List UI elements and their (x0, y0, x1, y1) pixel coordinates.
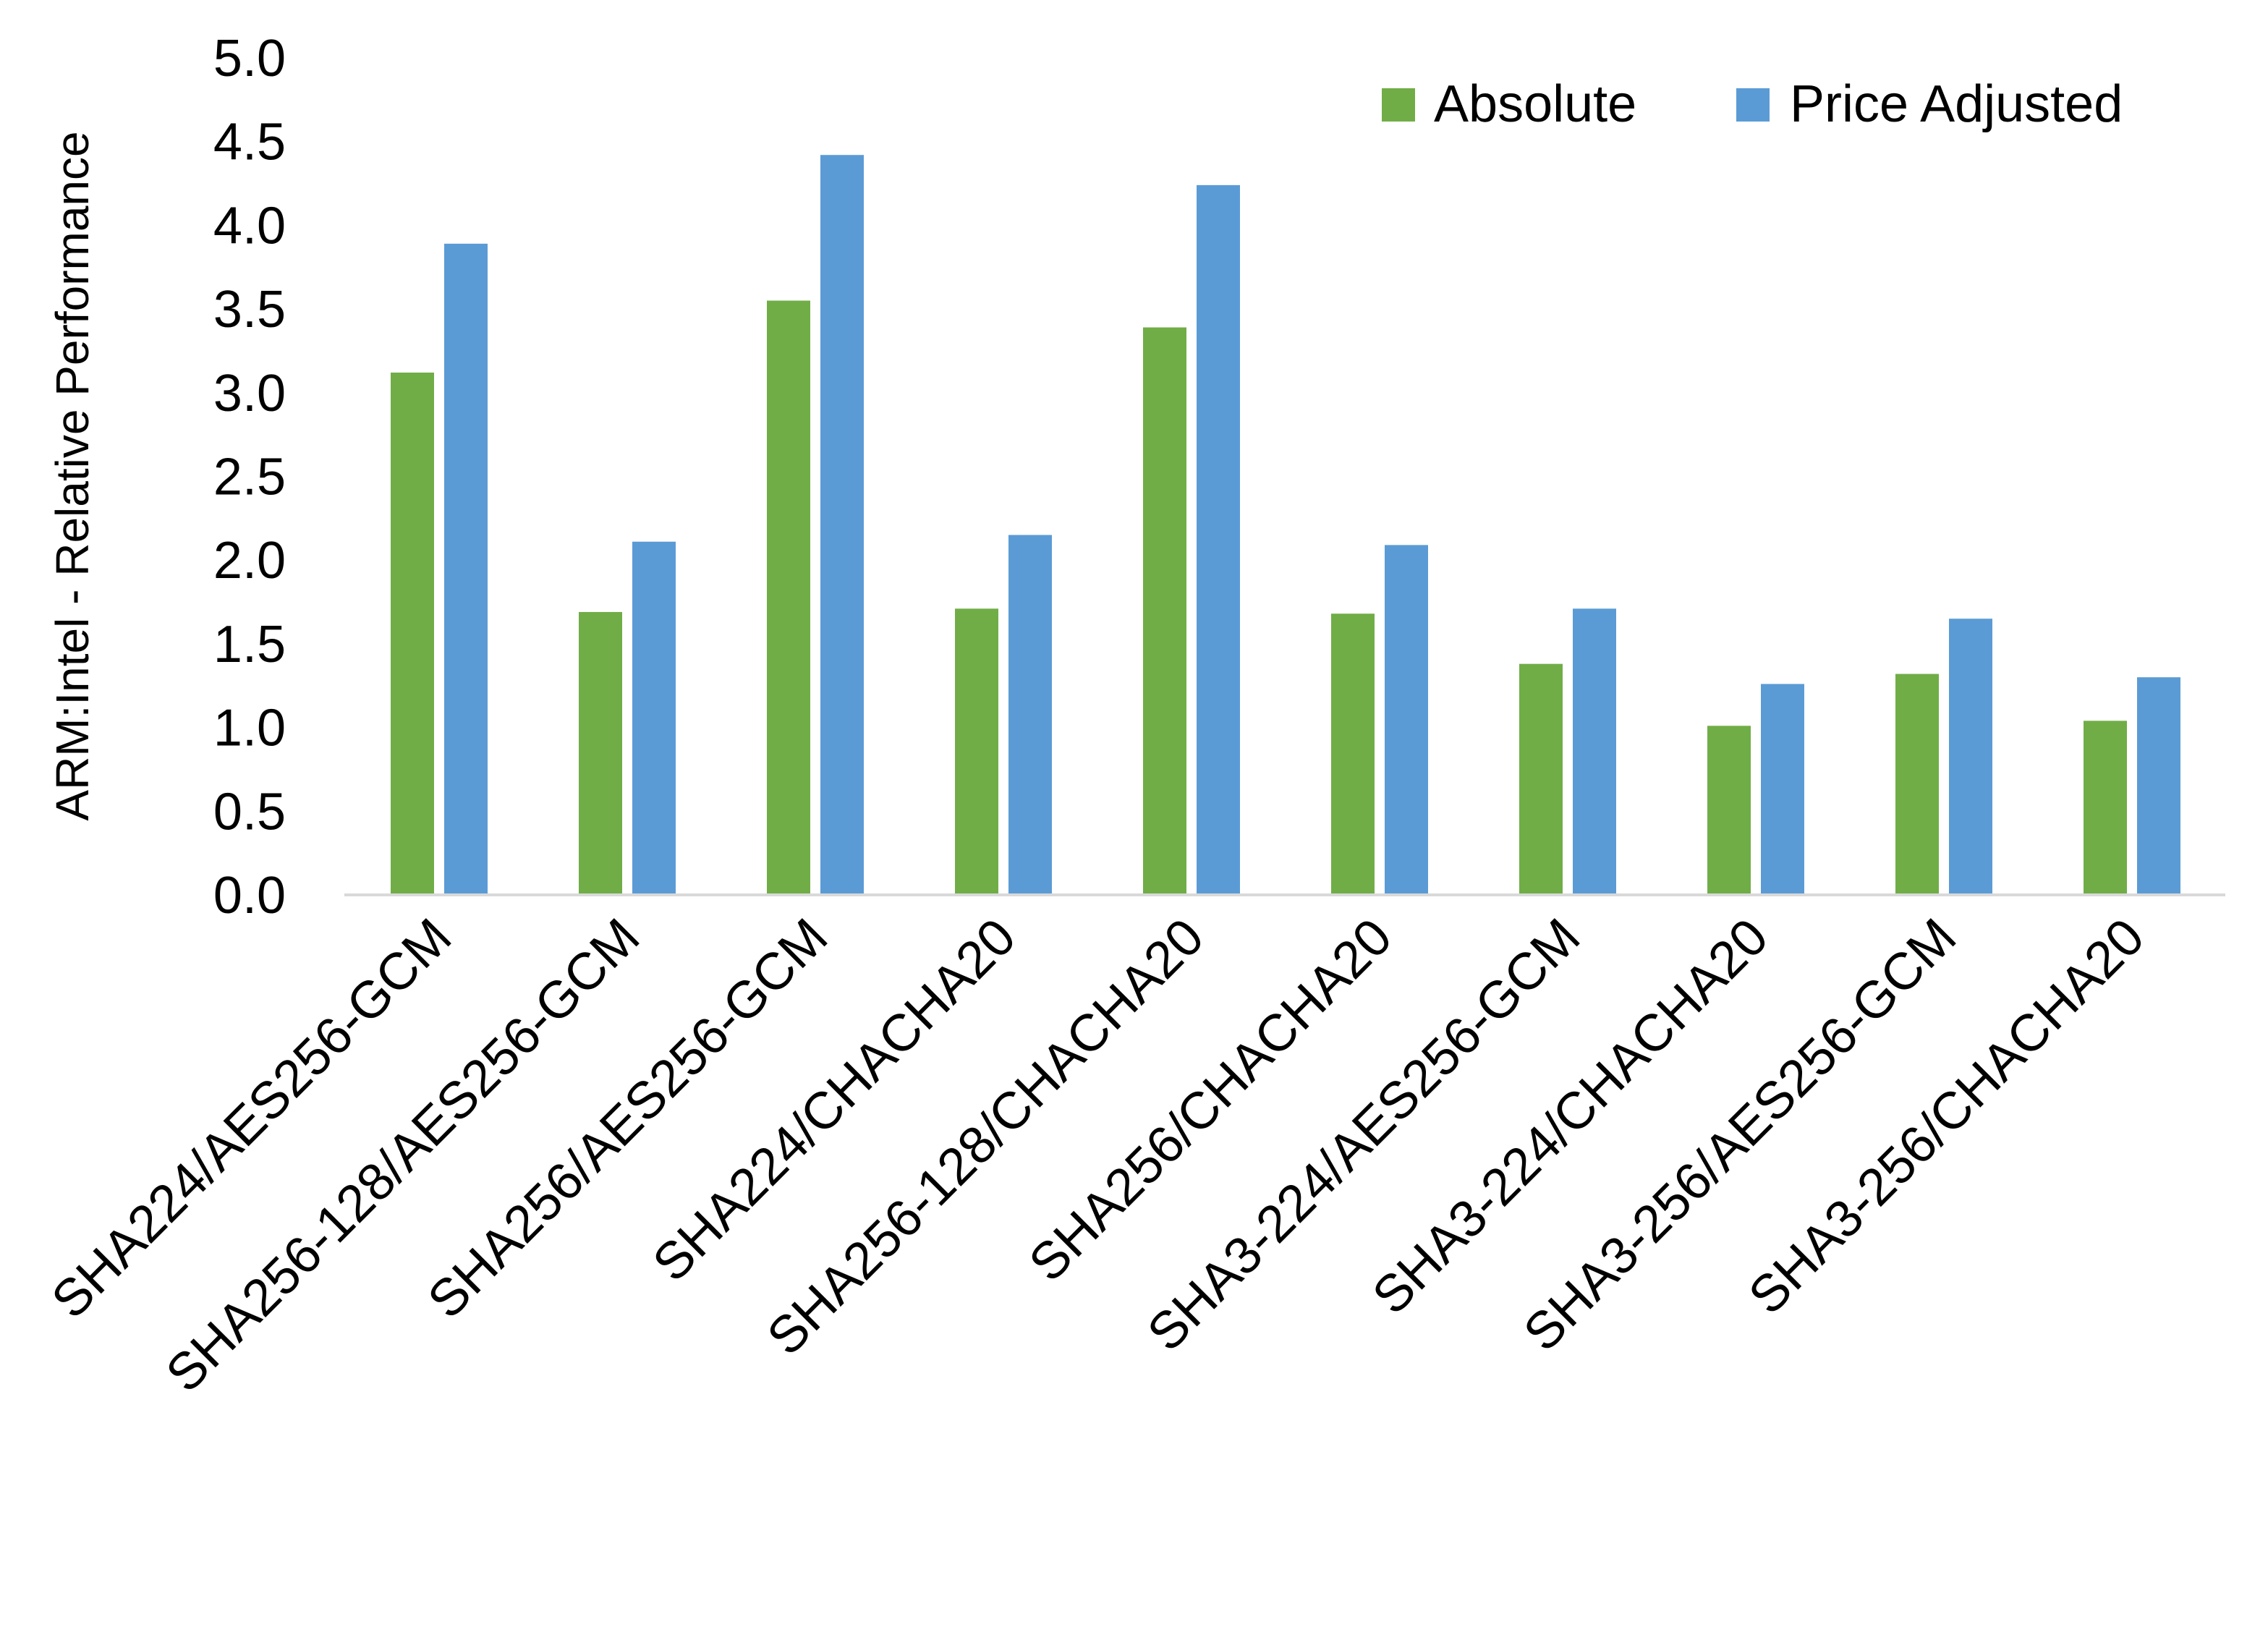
y-tick-label: 1.0 (213, 700, 286, 757)
y-tick-label: 0.5 (213, 783, 286, 841)
legend-label-price-adjusted: Price Adjusted (1790, 75, 2123, 133)
bar-absolute (2084, 721, 2127, 895)
bar-price-adjusted (1949, 619, 1992, 895)
y-tick-label: 2.0 (213, 532, 286, 590)
y-tick-label: 4.5 (213, 114, 286, 171)
y-tick-label: 3.5 (213, 281, 286, 339)
legend: Absolute Price Adjusted (1382, 75, 2123, 133)
bar-price-adjusted (1573, 608, 1616, 895)
bar-price-adjusted (1761, 684, 1804, 895)
bar-absolute (391, 373, 434, 895)
legend-label-absolute: Absolute (1434, 75, 1636, 133)
bar-absolute (1707, 726, 1751, 895)
bar-price-adjusted (1008, 535, 1052, 895)
bar-price-adjusted (1385, 545, 1428, 895)
bar-price-adjusted (632, 541, 676, 895)
bar-absolute (1895, 674, 1939, 895)
x-tick-label: SHA224/CHACHA20 (642, 908, 1027, 1293)
bar-absolute (767, 300, 810, 895)
y-tick-label: 0.0 (213, 867, 286, 925)
x-tick-label: SHA3-224/CHACHA20 (1362, 908, 1779, 1325)
y-axis-title: ARM:Intel - Relative Performance (46, 131, 98, 820)
bar-absolute (1331, 613, 1375, 895)
bar-price-adjusted (2137, 677, 2180, 895)
legend-swatch-absolute (1382, 88, 1415, 122)
bar-absolute (955, 608, 998, 895)
y-tick-label: 1.5 (213, 616, 286, 674)
y-tick-label: 4.0 (213, 197, 286, 255)
bar-price-adjusted (1197, 184, 1240, 895)
y-tick-label: 2.5 (213, 449, 286, 506)
x-tick-label: SHA3-256/CHACHA20 (1738, 908, 2155, 1325)
bar-absolute (1519, 663, 1563, 895)
legend-swatch-price-adjusted (1736, 88, 1770, 122)
bar-absolute (1143, 327, 1186, 896)
y-tick-label: 5.0 (213, 30, 286, 88)
bar-price-adjusted (444, 243, 488, 895)
bar-absolute (579, 611, 622, 895)
x-tick-label: SHA256/CHACHA20 (1018, 908, 1403, 1293)
y-tick-label: 3.0 (213, 365, 286, 422)
bar-price-adjusted (820, 155, 864, 895)
